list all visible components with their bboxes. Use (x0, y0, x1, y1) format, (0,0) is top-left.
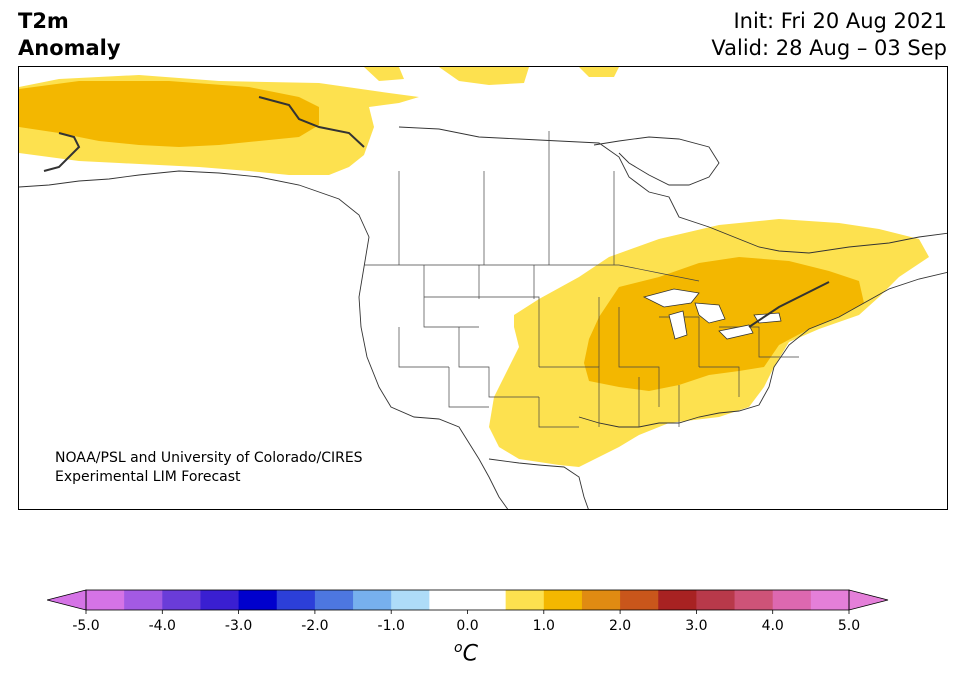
colorbar-segment (391, 590, 430, 610)
colorbar-segment (238, 590, 278, 610)
map-svg (19, 67, 947, 509)
colorbar-tick-label: 4.0 (762, 618, 784, 634)
credit-line-2: Experimental LIM Forecast (55, 469, 241, 485)
colorbar-tick-label: 0.0 (456, 618, 478, 634)
colorbar-segment (734, 590, 774, 610)
colorbar-segment (314, 590, 354, 610)
colorbar-tick-label: -2.0 (301, 618, 328, 634)
colorbar-segment (429, 590, 468, 610)
colorbar-segment (810, 590, 850, 610)
anomaly-map (18, 66, 948, 510)
colorbar: -5.0 -4.0 -3.0 -2.0 -1.0 0.0 1.0 2.0 3.0 4.0 5.0 (47, 589, 889, 634)
anomaly-region-east-medium (584, 257, 864, 391)
rivers (43, 96, 830, 328)
colorbar-segment (543, 590, 583, 610)
colorbar-segment (162, 590, 201, 610)
colorbar-segment (86, 590, 125, 610)
anomaly-region-arctic-islands (364, 67, 619, 85)
colorbar-extend-high (848, 589, 889, 611)
colorbar-segment (581, 590, 621, 610)
colorbar-tick-label: -4.0 (149, 618, 176, 634)
init-date: Init: Fri 20 Aug 2021 (733, 9, 947, 33)
unit-superscript: o (454, 640, 463, 656)
colorbar-segments (86, 590, 850, 610)
colorbar-tick-label: -5.0 (72, 618, 99, 634)
colorbar-segment (124, 590, 163, 610)
credit-text: NOAA/PSL and University of Colorado/CIRE… (55, 449, 363, 487)
colorbar-tick-label: 5.0 (838, 618, 860, 634)
colorbar-tick-label: 2.0 (609, 618, 631, 634)
colorbar-segment (658, 590, 697, 610)
anomaly-region-alaska-medium (19, 81, 319, 147)
credit-line-1: NOAA/PSL and University of Colorado/CIRE… (55, 450, 363, 466)
colorbar-ticks: -5.0 -4.0 -3.0 -2.0 -1.0 0.0 1.0 2.0 3.0 4.0 5.0 (72, 610, 860, 634)
colorbar-segment (353, 590, 392, 610)
colorbar-unit-label: oC (454, 640, 478, 666)
political-borders (364, 131, 799, 428)
colorbar-segment (505, 590, 545, 610)
title-line-1: T2m (18, 9, 69, 33)
colorbar-segment (620, 590, 659, 610)
title-line-2: Anomaly (18, 36, 121, 60)
colorbar-segment (696, 590, 736, 610)
map-title: T2m Anomaly (18, 8, 121, 62)
colorbar-segment (467, 590, 507, 610)
colorbar-tick-label: -1.0 (378, 618, 405, 634)
colorbar-tick-label: -3.0 (225, 618, 252, 634)
colorbar-extend-low (47, 589, 87, 611)
colorbar-tick-label: 1.0 (533, 618, 555, 634)
forecast-dates: Init: Fri 20 Aug 2021 Valid: 28 Aug – 03… (711, 8, 947, 62)
colorbar-tick-label: 3.0 (685, 618, 707, 634)
valid-range: Valid: 28 Aug – 03 Sep (711, 36, 947, 60)
colorbar-segment (276, 590, 316, 610)
great-lakes (642, 288, 782, 340)
unit-base: C (462, 641, 478, 667)
colorbar-segment (772, 590, 812, 610)
colorbar-segment (200, 590, 240, 610)
